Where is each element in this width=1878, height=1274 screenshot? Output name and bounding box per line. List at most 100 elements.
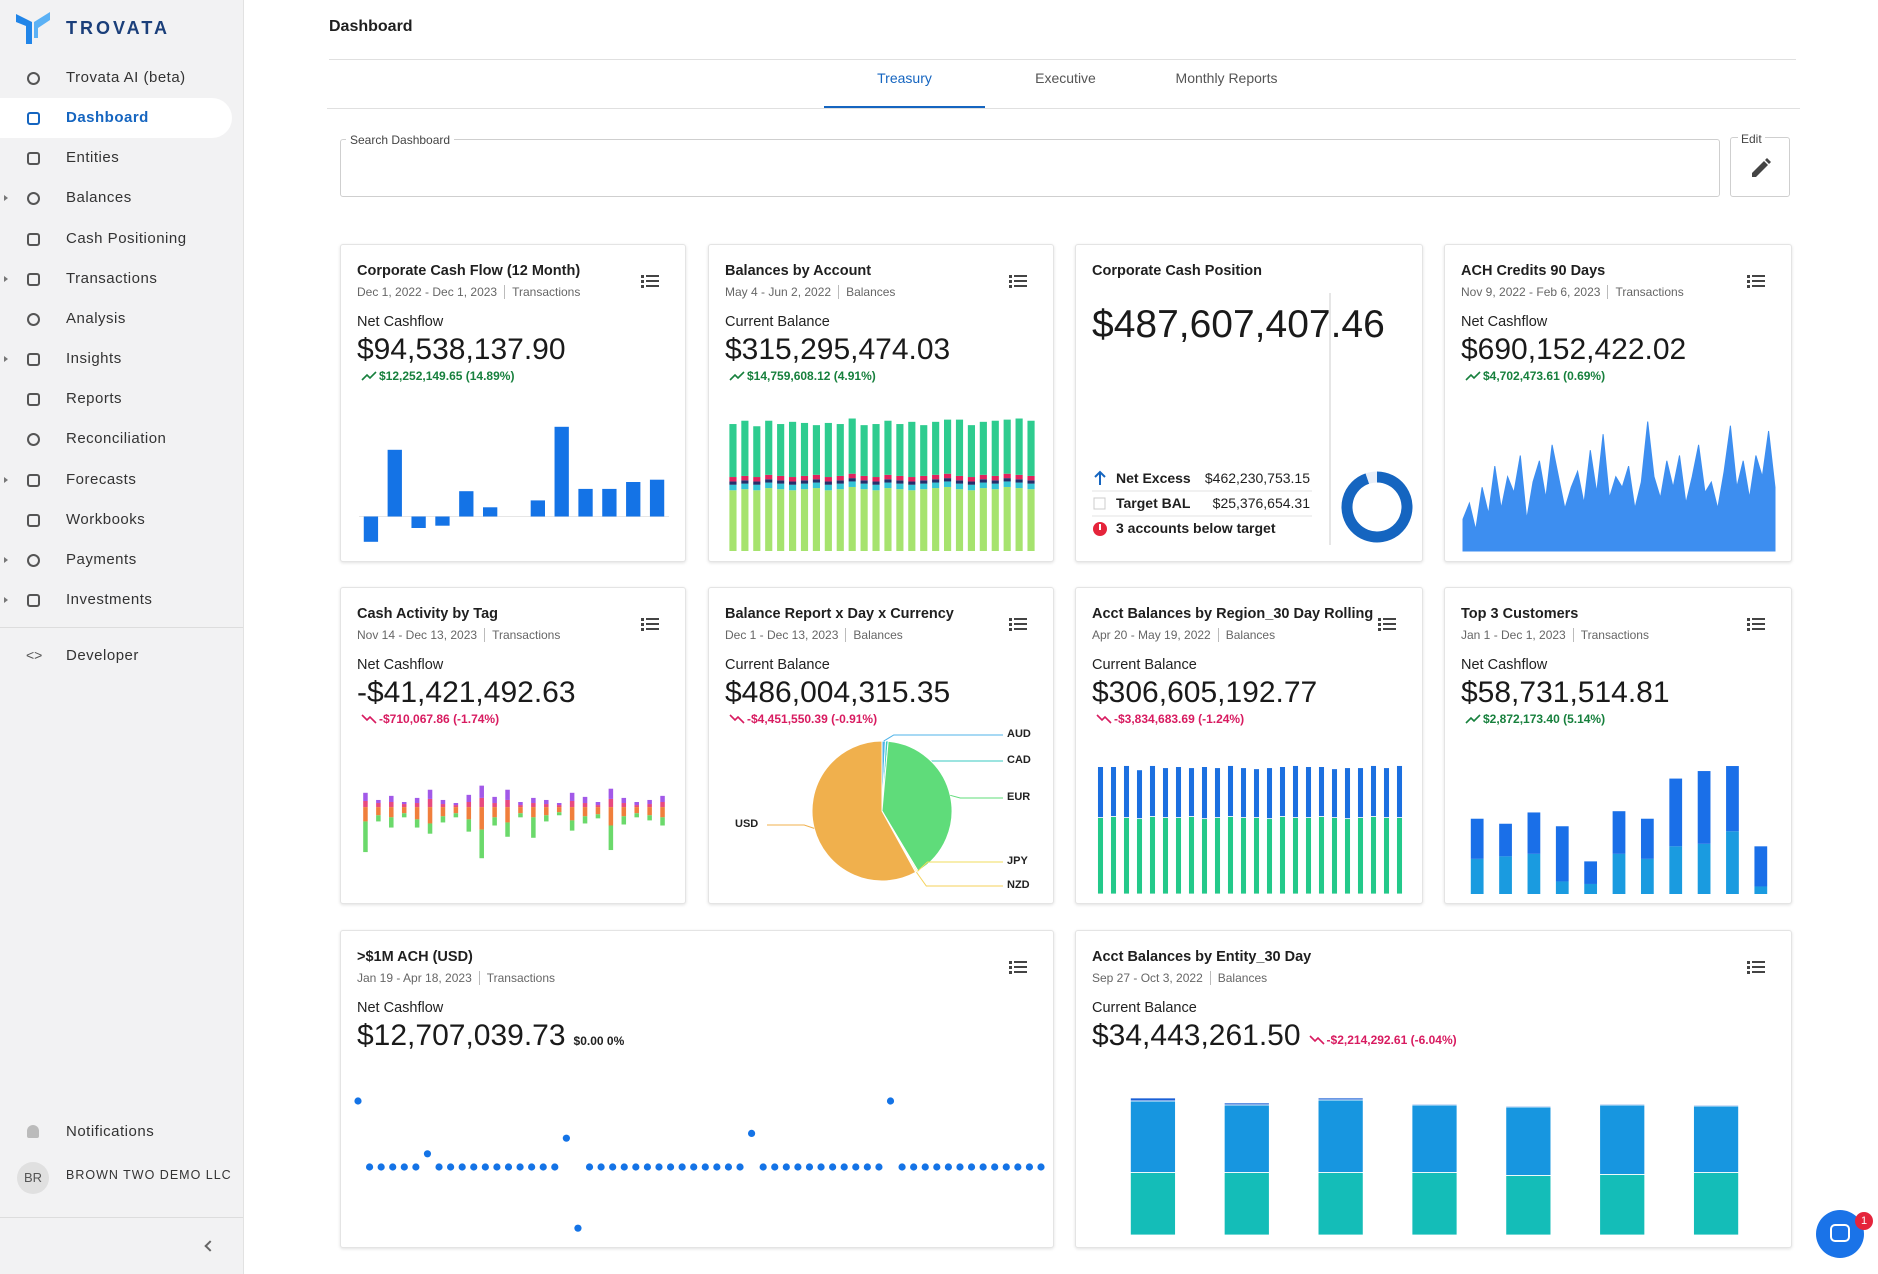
bar-segment [1669,778,1683,847]
menu-button[interactable] [1747,275,1767,291]
menu-dot [1747,275,1750,278]
bar-segment [1240,767,1247,818]
menu-button[interactable] [1747,961,1767,977]
bar-segment [1693,1105,1739,1173]
menu-line [1752,971,1765,973]
menu-button[interactable] [1747,618,1767,634]
bar-segment [505,807,510,823]
nav-item[interactable]: Analysis [0,299,232,339]
nav-item[interactable]: Payments [0,540,232,580]
bar-segment [789,484,797,491]
bar-segment [363,807,368,822]
bar-segment [1130,1172,1176,1236]
tab[interactable]: Treasury [824,70,985,108]
expand-caret [4,275,8,282]
menu-line [1014,275,1027,277]
search-label: Search Dashboard [346,133,455,147]
collapse-button[interactable] [204,1240,216,1252]
nav-item[interactable]: Transactions [0,259,232,299]
bar-segment [1240,817,1247,895]
nav-item[interactable]: Dashboard [0,98,232,139]
widget-chart [359,426,669,542]
bar-segment [944,481,952,487]
expand-caret [4,556,8,563]
bar-segment [836,480,844,484]
bar-segment [908,481,916,485]
bar-segment [1396,817,1403,895]
metric-label: Current Balance [725,657,830,673]
change-text: $0.00 0% [573,1034,625,1048]
widget-chart [1462,421,1776,552]
menu-button[interactable] [1009,618,1029,634]
bar-segment [789,481,797,485]
nav-item[interactable]: <> Developer [0,636,232,676]
menu-button[interactable] [1009,275,1029,291]
change-text: -$3,834,683.69 (-1.24%) [1114,712,1245,726]
nav-icon [27,473,40,487]
point [979,1163,987,1171]
nav-item[interactable]: Notifications [0,1112,232,1152]
edit-button[interactable] [1730,137,1790,197]
menu-button[interactable] [1378,618,1398,634]
bar-segment [1266,767,1273,820]
bar-segment [812,425,820,475]
divider [0,627,243,628]
source: Transactions [1607,285,1684,299]
user-avatar[interactable]: BR [17,1162,49,1194]
bar-segment [812,479,820,483]
menu-button[interactable] [641,275,661,291]
bar-segment [1693,1104,1739,1107]
nav-label: Balances [66,189,132,207]
point [365,1163,374,1171]
nav-item[interactable]: Entities [0,138,232,178]
nav-label: Insights [66,350,122,368]
alert-mark [1099,524,1101,530]
bar-segment [544,815,549,822]
nav-item[interactable]: Trovata AI (beta) [0,58,232,98]
bar-segment [777,480,785,484]
widget-chart [1097,765,1403,895]
bar-segment [518,807,523,814]
point [504,1163,513,1171]
bar-segment [848,418,856,474]
date-range: Apr 20 - May 19, 2022 [1092,628,1211,642]
user-name[interactable]: BROWN TWO DEMO LLC [66,1168,232,1182]
bar-segment [531,803,536,808]
bar-segment [595,814,601,819]
bar-segment [453,805,459,808]
widget-meta: Nov 14 - Dec 13, 2023 Transactions [357,628,561,642]
widget-card: Balances by Account May 4 - Jun 2, 2022 Ba… [708,244,1054,562]
search-box[interactable] [340,139,1720,197]
menu-dot [1747,961,1750,964]
nav-item[interactable]: Reports [0,379,232,419]
nav-icon [27,393,40,407]
nav-item[interactable]: Cash Positioning [0,219,232,259]
divider [0,1217,243,1218]
value-row: $306,605,192.77 [1092,676,1317,710]
tab[interactable]: Executive [985,70,1146,108]
leader-line [915,871,1003,887]
nav-item[interactable]: Balances [0,178,232,218]
bar-segment [1640,858,1654,894]
bar-segment [505,799,510,808]
tab[interactable]: Monthly Reports [1146,70,1307,108]
bar-segment [753,484,761,491]
menu-line [1383,628,1396,630]
nav-item[interactable]: Forecasts [0,460,232,500]
rule [329,59,1796,60]
nav-item[interactable]: Reconciliation [0,419,232,459]
point [620,1163,628,1171]
menu-button[interactable] [641,618,661,634]
menu-button[interactable] [1009,961,1029,977]
bar-segment [789,477,797,482]
bar-segment [1505,1175,1552,1236]
bar-segment [453,803,459,806]
nav-item[interactable]: Workbooks [0,500,232,540]
bar-segment [1130,1097,1176,1102]
bar-segment [729,477,737,482]
nav-item[interactable]: Investments [0,580,232,620]
value-row: $34,443,261.50 -$2,214,292.61 (-6.04%) [1092,1019,1457,1053]
bar-segment [896,475,904,481]
nav-item[interactable]: Insights [0,339,232,379]
pie-label: JPY [1007,855,1028,867]
